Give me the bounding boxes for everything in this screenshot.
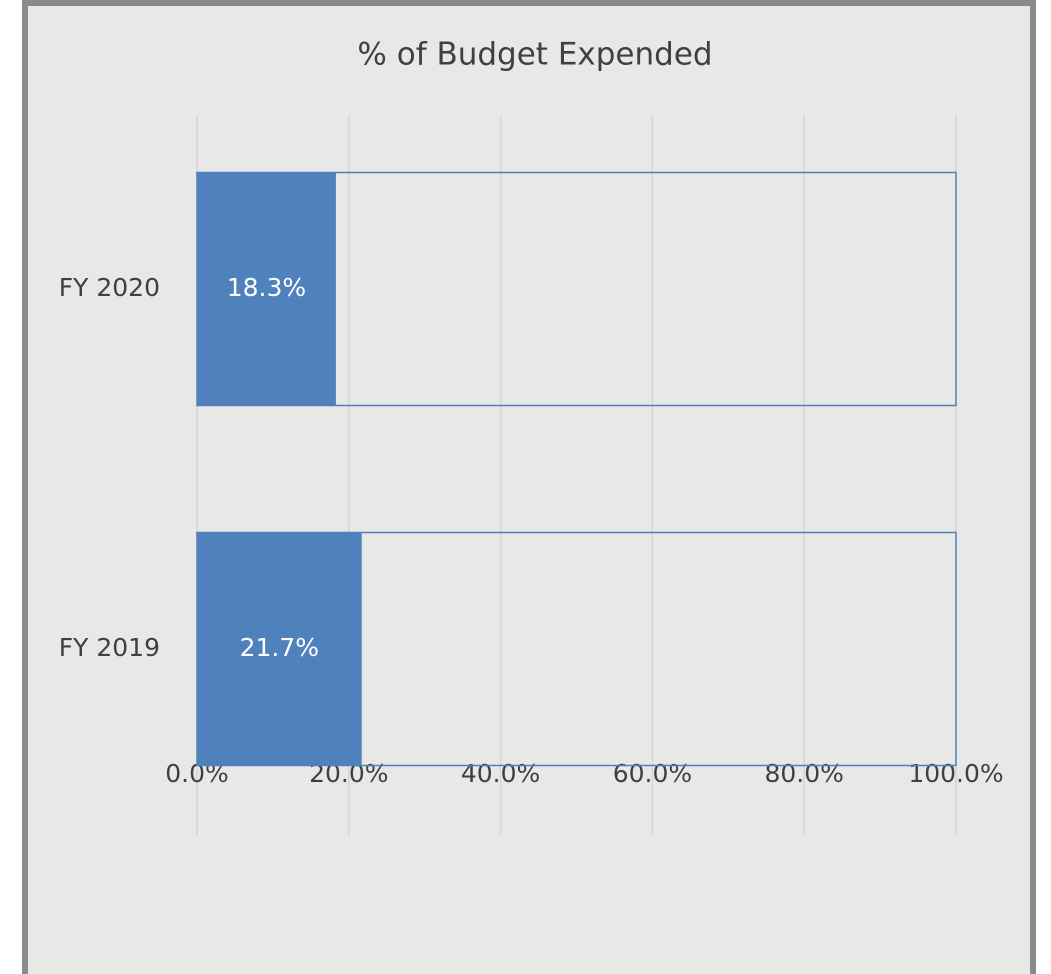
x-tick-label: 60.0% (613, 759, 692, 788)
chart-frame (22, 0, 1036, 974)
bar (197, 172, 336, 406)
x-tick-label: 40.0% (461, 759, 540, 788)
bar (197, 532, 362, 766)
chart-title: % of Budget Expended (357, 37, 712, 73)
y-tick-label: FY 2019 (59, 633, 160, 662)
value-label: 18.3% (227, 273, 306, 302)
value-label: 21.7% (240, 633, 319, 662)
y-tick-label: FY 2020 (59, 273, 160, 302)
x-tick-label: 80.0% (764, 759, 843, 788)
